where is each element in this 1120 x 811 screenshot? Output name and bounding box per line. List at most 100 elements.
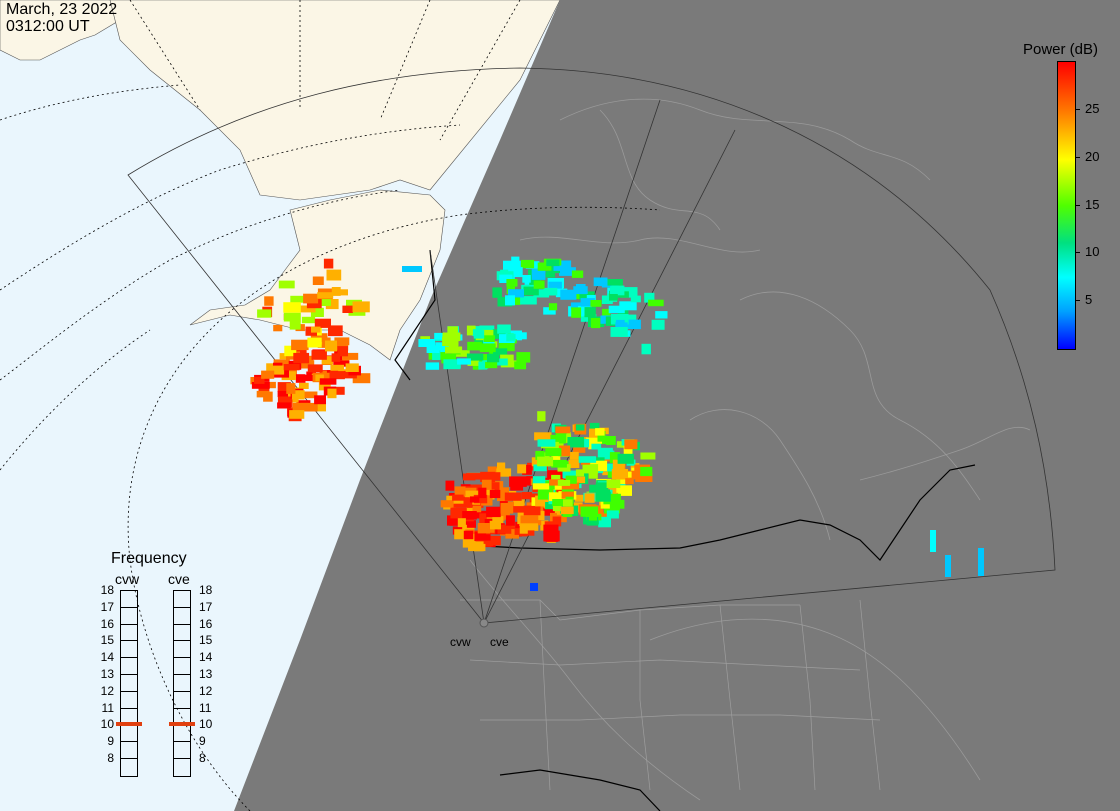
radar-echo-cell: [616, 478, 630, 485]
radar-echo-cell: [590, 460, 608, 472]
radar-echo-cell: [599, 512, 611, 520]
radar-echo-cell: [503, 260, 521, 270]
frequency-scale-label: 8: [107, 751, 114, 765]
radar-echo-cell: [552, 499, 568, 506]
radar-echo-cell: [467, 357, 480, 366]
radar-echo-cell: [535, 495, 552, 507]
colorbar-tickmark: [1075, 156, 1080, 158]
frequency-scale-label: 12: [100, 683, 114, 698]
radar-echo-cell: [319, 378, 337, 385]
frequency-column-cve: [173, 590, 191, 777]
radar-echo-cell: [300, 402, 318, 412]
radar-echo-cell: [479, 513, 490, 523]
radar-echo-cell: [620, 287, 638, 298]
radar-echo-cell: [254, 376, 265, 384]
radar-echo-cell: [586, 437, 602, 444]
radar-echo-cell: [551, 459, 567, 468]
radar-echo-cell: [543, 307, 556, 315]
radar-echo-cell: [574, 494, 584, 502]
radar-echo-cell: [533, 464, 547, 472]
radar-echo-cell: [651, 319, 665, 330]
radar-echo-cell: [506, 284, 515, 294]
radar-echo-cell: [330, 364, 344, 371]
radar-echo-cell: [342, 305, 353, 313]
radar-echo-cell: [610, 286, 619, 293]
frequency-scale-label: 9: [199, 734, 206, 749]
frequency-scale-label: 11: [199, 700, 212, 715]
radar-echo-cell: [537, 411, 546, 422]
radar-echo-cell: [487, 466, 498, 475]
radar-echo-cell: [514, 361, 527, 370]
radar-echo-cell: [466, 505, 478, 512]
radar-echo-cell: [609, 290, 618, 301]
radar-echo-cell: [295, 374, 306, 383]
frequency-scale-label: 13: [100, 667, 114, 681]
radar-echo-cell: [611, 469, 628, 480]
frequency-gridline: [120, 623, 138, 625]
radar-echo-cell: [543, 524, 559, 534]
radar-echo-cell: [545, 533, 558, 542]
radar-echo-cell: [509, 476, 527, 487]
radar-echo-cell: [462, 511, 477, 520]
radar-echo-cell: [474, 531, 491, 541]
radar-echo-cell: [610, 327, 628, 337]
radar-echo-cell: [608, 487, 621, 494]
colorbar-tick-label: 10: [1085, 244, 1100, 260]
radar-echo-cell: [465, 490, 480, 499]
radar-echo-cell: [317, 292, 334, 299]
radar-echo-cell: [261, 370, 275, 379]
radar-echo-cell: [608, 305, 625, 314]
radar-echo-cell: [402, 266, 422, 272]
frequency-gridline: [173, 674, 191, 675]
radar-echo-cell: [273, 359, 290, 366]
radar-echo-cell: [532, 483, 550, 490]
colorbar-tickmark: [1075, 204, 1080, 206]
radar-echo-cell: [552, 516, 562, 527]
frequency-gridline: [120, 707, 138, 709]
radar-echo-cell: [321, 356, 334, 365]
radar-echo-cell: [481, 479, 492, 490]
colorbar-tickmark: [1075, 252, 1080, 254]
radar-echo-cell: [523, 286, 539, 296]
radar-echo-cell: [532, 476, 546, 486]
radar-echo-cell: [562, 470, 577, 479]
radar-echo-cell: [296, 347, 307, 356]
radar-echo-cell: [548, 281, 562, 291]
time-label: 0312:00 UT: [6, 18, 90, 35]
radar-echo-cell: [945, 555, 951, 577]
radar-echo-cell: [567, 437, 585, 448]
radar-echo-cell: [535, 450, 545, 460]
radar-echo-cell: [453, 350, 470, 357]
radar-echo-cell: [329, 386, 345, 395]
radar-echo-cell: [310, 307, 324, 317]
radar-echo-cell: [466, 520, 476, 528]
radar-echo-cell: [445, 346, 463, 354]
radar-echo-cell: [603, 493, 621, 505]
radar-echo-cell: [557, 479, 571, 486]
radar-echo-cell: [519, 524, 528, 534]
radar-echo-cell: [641, 343, 651, 355]
radar-echo-cell: [277, 390, 288, 398]
radar-echo-cell: [273, 324, 283, 332]
radar-echo-cell: [537, 489, 553, 500]
radar-echo-cell: [473, 494, 488, 504]
radar-echo-cell: [625, 319, 641, 330]
radar-echo-cell: [307, 364, 323, 373]
date-label: March, 23 2022: [6, 1, 118, 18]
frequency-scale-label: 12: [199, 683, 213, 698]
country-borders: [394, 249, 976, 811]
radar-echo-cell: [325, 299, 339, 310]
radar-echo-cell: [454, 486, 466, 496]
radar-echo-cell: [352, 301, 370, 313]
radar-echo-cell: [589, 422, 600, 433]
radar-echo-cell: [595, 491, 611, 502]
radar-echo-cell: [317, 337, 331, 348]
frequency-scale-label: 10: [199, 717, 213, 732]
radar-echo-cell: [522, 521, 538, 531]
radar-echo-cell: [617, 453, 634, 464]
radar-echo-cell: [450, 507, 467, 519]
radar-echo-cell: [474, 335, 492, 346]
frequency-gridline: [173, 657, 191, 659]
radar-echo-cell: [586, 517, 599, 526]
radar-echo-cell: [328, 325, 343, 337]
